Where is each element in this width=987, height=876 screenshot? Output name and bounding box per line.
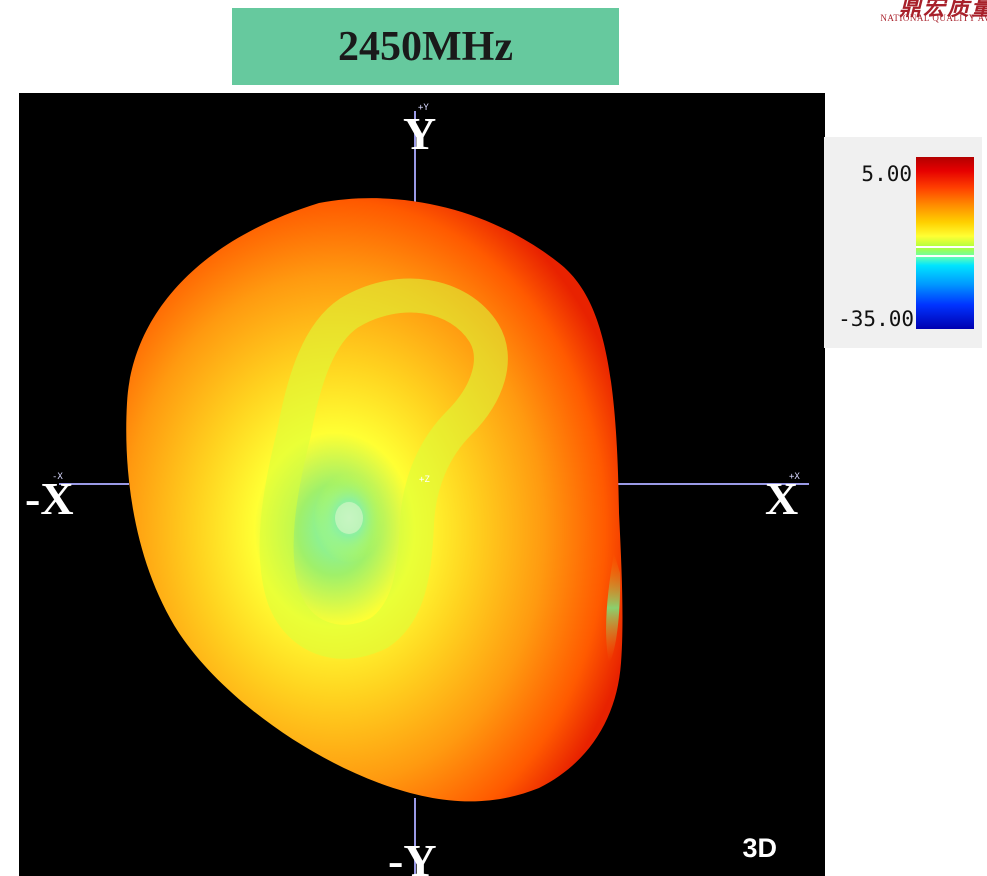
logo-text: NATIONAL QUALITY AWA <box>880 13 987 23</box>
neg-y-axis-label: -Y <box>388 835 437 876</box>
pos-y-axis-label: Y <box>403 108 437 159</box>
z-small-label: +Z <box>419 475 430 485</box>
radiation-pattern-plot: Y -Y X -X +Y +X -X +Z 3D <box>19 93 825 876</box>
colorbar-legend: 5.00 -35.00 <box>824 137 982 348</box>
pos-x-axis-label: X <box>765 473 799 524</box>
colorbar-tick-line <box>916 246 974 248</box>
colorbar-max-label: 5.00 <box>861 162 912 186</box>
pos-x-small-label: +X <box>789 472 800 482</box>
colorbar-gradient <box>916 157 974 329</box>
lobe-inner-ring <box>259 278 508 659</box>
pos-y-small-label: +Y <box>418 103 429 113</box>
pattern-null-center <box>335 502 363 534</box>
frequency-banner: 2450MHz <box>232 8 619 85</box>
neg-x-small-label: -X <box>52 472 63 482</box>
national-quality-award-logo: 鼎宏质量 NATIONAL QUALITY AWA <box>847 0 987 32</box>
radiation-pattern-svg <box>59 111 809 876</box>
neg-x-axis-label: -X <box>25 473 74 524</box>
frequency-label: 2450MHz <box>338 23 513 70</box>
logo-glyphs: 鼎宏质量 <box>898 0 987 21</box>
colorbar-min-label: -35.00 <box>838 307 914 331</box>
view-mode-label: 3D <box>742 833 777 863</box>
lobe-edge-highlight <box>606 553 621 663</box>
colorbar-tick-line <box>916 255 974 257</box>
